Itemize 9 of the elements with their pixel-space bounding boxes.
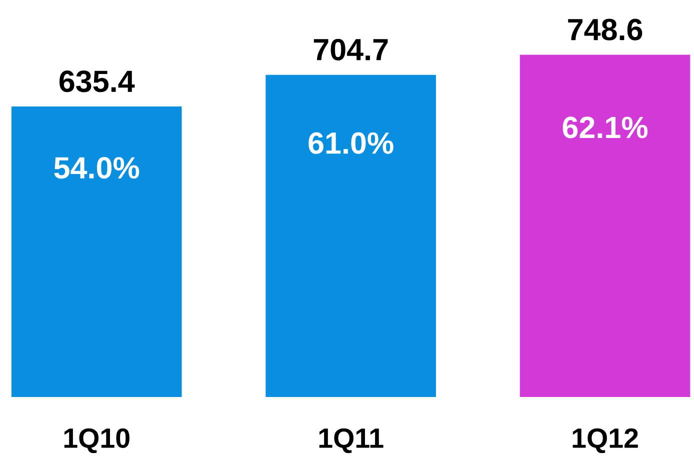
annotation: 62.1% bbox=[562, 116, 648, 138]
x-tick-label: 1Q12 bbox=[572, 428, 638, 454]
data-label: 748.6 bbox=[568, 18, 642, 40]
annotation: 54.0% bbox=[54, 157, 140, 179]
x-tick-label: 1Q11 bbox=[319, 428, 384, 454]
data-label: 704.7 bbox=[314, 38, 388, 60]
x-tick-label: 1Q10 bbox=[64, 428, 130, 454]
annotation: 61.0% bbox=[308, 132, 394, 154]
data-label: 635.4 bbox=[59, 70, 135, 92]
